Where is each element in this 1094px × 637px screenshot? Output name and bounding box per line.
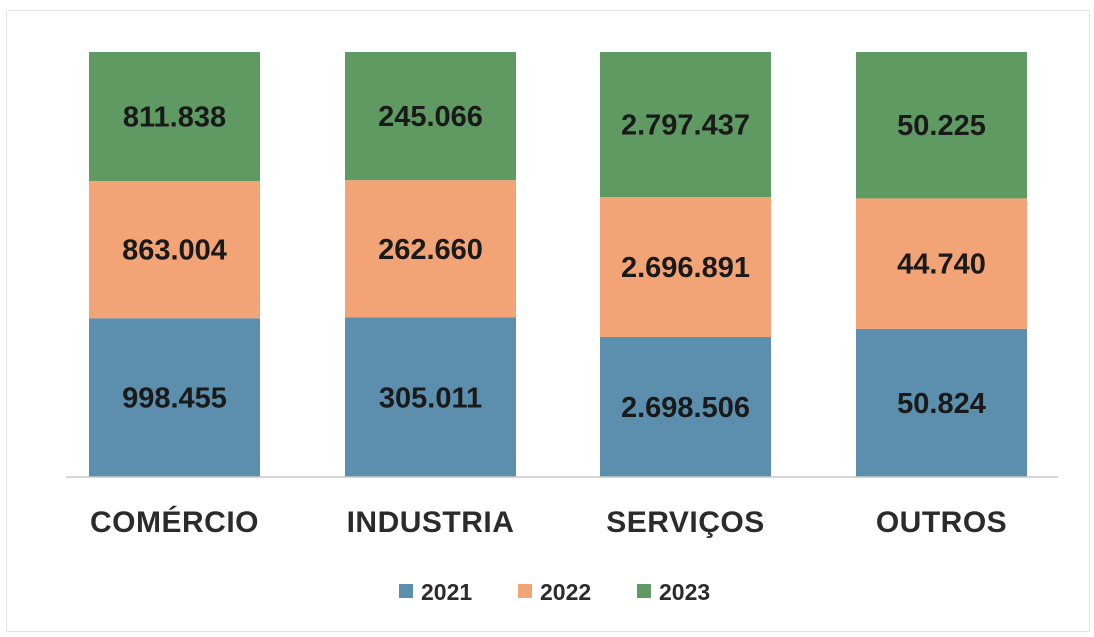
category-labels-layer: COMÉRCIO INDUSTRIA SERVIÇOS OUTROS <box>90 505 1007 539</box>
bar-segment-outros-2022 <box>856 198 1027 329</box>
data-label-outros-2022: 44.740 <box>897 249 986 281</box>
bars-layer <box>89 52 1027 477</box>
data-label-comercio-2023: 811.838 <box>123 102 226 134</box>
data-label-industria-2021: 305.011 <box>379 382 482 414</box>
bar-segment-outros-2021 <box>856 328 1027 477</box>
bar-segment-servicos-2022 <box>600 197 771 338</box>
legend-swatch-2023 <box>637 584 651 598</box>
bar-segment-comercio-2022 <box>89 181 260 319</box>
legend: 2021 2022 2023 <box>399 579 710 605</box>
bar-segment-comercio-2021 <box>89 318 260 477</box>
data-labels-layer: 998.455 863.004 811.838 305.011 262.660 245.0… <box>122 101 986 424</box>
category-label-industria: INDUSTRIA <box>347 506 515 539</box>
data-label-servicos-2023: 2.797.437 <box>621 110 750 142</box>
bar-segment-outros-2023 <box>856 52 1027 199</box>
data-label-servicos-2021: 2.698.506 <box>621 392 750 424</box>
category-label-servicos: SERVIÇOS <box>606 506 765 539</box>
bar-segment-industria-2021 <box>345 317 516 477</box>
legend-label-2023: 2023 <box>659 579 710 605</box>
legend-label-2021: 2021 <box>421 579 472 605</box>
bar-segment-industria-2022 <box>345 180 516 318</box>
legend-swatch-2022 <box>518 584 532 598</box>
data-label-comercio-2022: 863.004 <box>122 235 227 267</box>
legend-swatch-2021 <box>399 584 413 598</box>
data-label-industria-2022: 262.660 <box>378 234 483 266</box>
data-label-servicos-2022: 2.696.891 <box>621 252 750 284</box>
category-label-outros: OUTROS <box>876 506 1007 539</box>
bar-segment-servicos-2023 <box>600 52 771 198</box>
legend-label-2022: 2022 <box>540 579 591 605</box>
data-label-industria-2023: 245.066 <box>378 101 483 133</box>
data-label-comercio-2021: 998.455 <box>122 383 227 415</box>
bar-segment-servicos-2021 <box>600 337 771 477</box>
data-label-outros-2023: 50.225 <box>897 110 986 142</box>
bar-segment-comercio-2023 <box>89 52 260 182</box>
bar-segment-industria-2023 <box>345 52 516 181</box>
data-label-outros-2021: 50.824 <box>897 388 986 420</box>
category-label-comercio: COMÉRCIO <box>90 505 259 539</box>
